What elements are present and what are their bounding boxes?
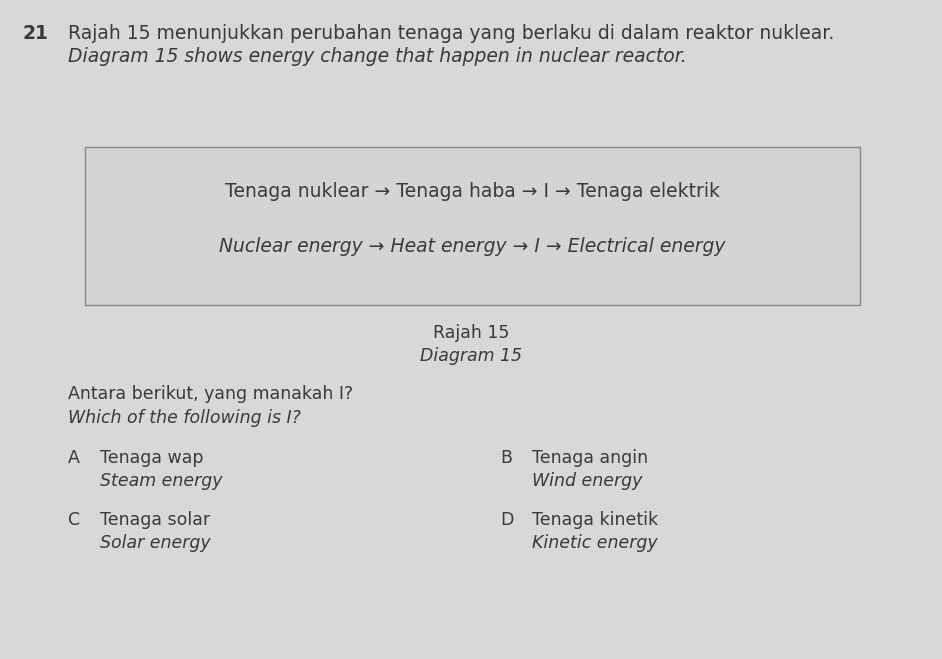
Text: Tenaga wap: Tenaga wap <box>100 449 203 467</box>
FancyBboxPatch shape <box>85 147 860 305</box>
Text: Which of the following is I?: Which of the following is I? <box>68 409 300 427</box>
Text: Diagram 15: Diagram 15 <box>420 347 522 365</box>
Text: D: D <box>500 511 513 529</box>
Text: A: A <box>68 449 80 467</box>
Text: B: B <box>500 449 512 467</box>
Text: Tenaga kinetik: Tenaga kinetik <box>532 511 658 529</box>
Text: Diagram 15 shows energy change that happen in nuclear reactor.: Diagram 15 shows energy change that happ… <box>68 47 687 66</box>
Text: Solar energy: Solar energy <box>100 534 211 552</box>
Text: Nuclear energy → Heat energy → I → Electrical energy: Nuclear energy → Heat energy → I → Elect… <box>219 237 725 256</box>
Text: Tenaga nuklear → Tenaga haba → I → Tenaga elektrik: Tenaga nuklear → Tenaga haba → I → Tenag… <box>225 182 720 201</box>
Text: Tenaga solar: Tenaga solar <box>100 511 210 529</box>
Text: Rajah 15: Rajah 15 <box>432 324 510 342</box>
Text: Kinetic energy: Kinetic energy <box>532 534 658 552</box>
Text: Antara berikut, yang manakah I?: Antara berikut, yang manakah I? <box>68 385 353 403</box>
Text: Wind energy: Wind energy <box>532 472 642 490</box>
Text: 21: 21 <box>22 24 48 43</box>
Text: Steam energy: Steam energy <box>100 472 222 490</box>
Text: Rajah 15 menunjukkan perubahan tenaga yang berlaku di dalam reaktor nuklear.: Rajah 15 menunjukkan perubahan tenaga ya… <box>68 24 835 43</box>
Text: C: C <box>68 511 80 529</box>
Text: Tenaga angin: Tenaga angin <box>532 449 648 467</box>
